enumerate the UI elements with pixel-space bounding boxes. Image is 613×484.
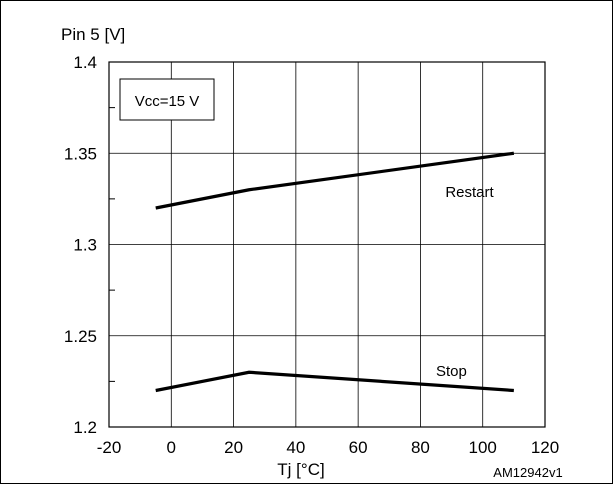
condition-text: Vcc=15 V [135,93,200,110]
x-tick-label: 40 [286,438,305,457]
y-tick-label: 1.35 [64,144,97,163]
x-tick-label: 0 [167,438,176,457]
x-tick-label: 100 [469,438,497,457]
x-tick-label: 20 [224,438,243,457]
y-tick-label: 1.25 [64,327,97,346]
series-lines [155,151,515,393]
y-tick-label: 1.2 [73,418,97,437]
series-labels: Restart Stop [436,184,495,380]
x-axis-label: Tj [°C] [277,460,324,479]
grid-lines [109,62,545,427]
x-tick-label: -20 [97,438,122,457]
y-axis-label: Pin 5 [V] [61,25,125,44]
y-tick-label: 1.3 [73,236,97,255]
y-minor-ticks [109,107,115,382]
series-line-restart [155,151,515,210]
series-label-stop: Stop [436,363,467,380]
x-tick-label: 60 [349,438,368,457]
plot-area [108,61,546,428]
x-tick-label: 120 [531,438,559,457]
condition-box-frame [119,78,215,121]
condition-box: Vcc=15 V [119,78,215,121]
y-tick-label: 1.4 [73,53,97,72]
figure-code: AM12942v1 [493,465,562,480]
x-tick-labels: -20 0 20 40 60 80 100 120 [97,438,559,457]
series-label-restart: Restart [445,184,494,201]
series-line-stop [155,370,514,393]
x-tick-label: 80 [411,438,430,457]
y-tick-labels: 1.2 1.25 1.3 1.35 1.4 [64,53,97,437]
